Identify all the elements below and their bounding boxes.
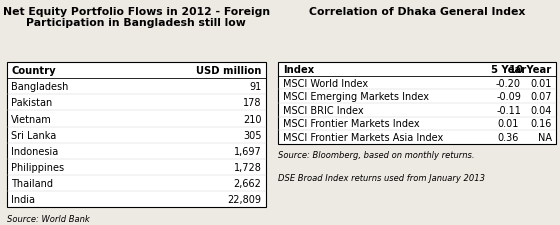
Text: 0.04: 0.04 — [530, 105, 552, 115]
Text: MSCI BRIC Index: MSCI BRIC Index — [283, 105, 363, 115]
Text: USD million: USD million — [196, 66, 262, 76]
Text: 0.01: 0.01 — [530, 78, 552, 88]
Text: MSCI World Index: MSCI World Index — [283, 78, 368, 88]
Text: Source: World Bank: Source: World Bank — [7, 214, 90, 223]
Text: India: India — [11, 194, 35, 204]
Text: -0.11: -0.11 — [496, 105, 521, 115]
FancyBboxPatch shape — [278, 63, 556, 144]
Text: MSCI Emerging Markets Index: MSCI Emerging Markets Index — [283, 92, 429, 102]
Text: Thailand: Thailand — [11, 178, 53, 188]
Text: 1,728: 1,728 — [234, 162, 262, 172]
FancyBboxPatch shape — [7, 63, 266, 207]
Text: Country: Country — [11, 66, 56, 76]
Text: Sri Lanka: Sri Lanka — [11, 130, 57, 140]
Text: 5 Year: 5 Year — [491, 65, 526, 75]
Text: Pakistan: Pakistan — [11, 98, 53, 108]
Text: 10 Year: 10 Year — [510, 65, 552, 75]
Text: 210: 210 — [243, 114, 262, 124]
Text: 0.07: 0.07 — [530, 92, 552, 102]
Text: Bangladesh: Bangladesh — [11, 82, 68, 92]
Text: DSE Broad Index returns used from January 2013: DSE Broad Index returns used from Januar… — [278, 173, 486, 182]
Text: 22,809: 22,809 — [227, 194, 262, 204]
Text: 178: 178 — [243, 98, 262, 108]
Text: 2,662: 2,662 — [234, 178, 262, 188]
Text: Vietnam: Vietnam — [11, 114, 52, 124]
Text: 305: 305 — [243, 130, 262, 140]
Text: MSCI Frontier Markets Index: MSCI Frontier Markets Index — [283, 119, 419, 129]
Text: Correlation of Dhaka General Index: Correlation of Dhaka General Index — [309, 7, 525, 17]
Text: -0.09: -0.09 — [496, 92, 521, 102]
Text: Net Equity Portfolio Flows in 2012 - Foreign
Participation in Bangladesh still l: Net Equity Portfolio Flows in 2012 - For… — [3, 7, 270, 28]
Text: 1,697: 1,697 — [234, 146, 262, 156]
Text: MSCI Frontier Markets Asia Index: MSCI Frontier Markets Asia Index — [283, 132, 443, 142]
Text: Source: Bloomberg, based on monthly returns.: Source: Bloomberg, based on monthly retu… — [278, 151, 475, 160]
Text: Philippines: Philippines — [11, 162, 64, 172]
Text: 91: 91 — [249, 82, 262, 92]
Text: -0.20: -0.20 — [496, 78, 521, 88]
Text: 0.36: 0.36 — [498, 132, 519, 142]
Text: NA: NA — [538, 132, 552, 142]
Text: 0.16: 0.16 — [530, 119, 552, 129]
Text: 0.01: 0.01 — [498, 119, 519, 129]
Text: Index: Index — [283, 65, 314, 75]
Text: Indonesia: Indonesia — [11, 146, 58, 156]
